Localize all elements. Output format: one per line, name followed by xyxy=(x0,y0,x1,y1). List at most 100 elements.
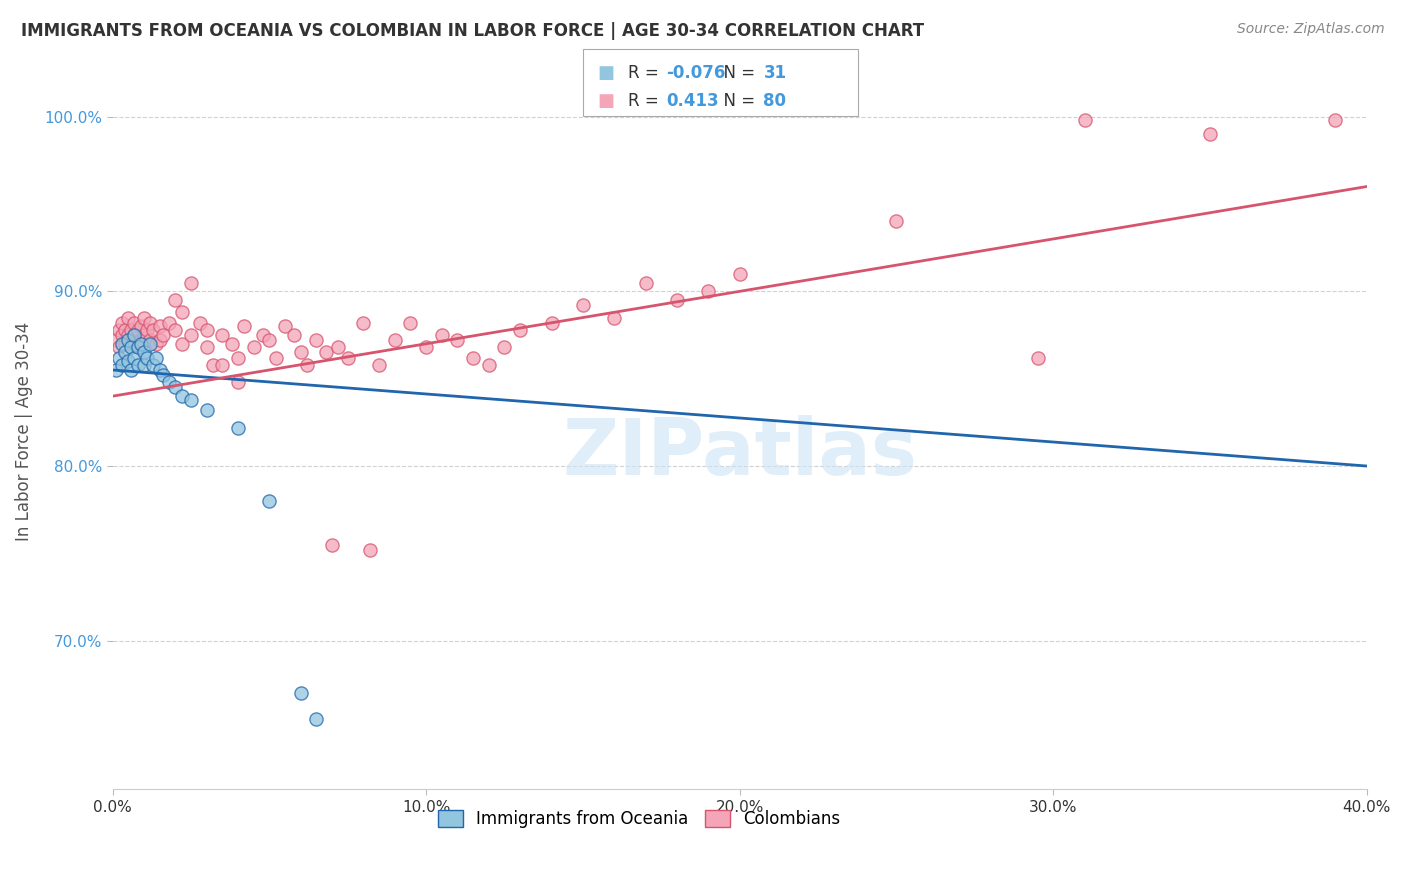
Point xyxy=(290,345,312,359)
Point xyxy=(132,310,155,325)
Point xyxy=(368,358,391,372)
Point xyxy=(728,267,751,281)
Point xyxy=(305,712,328,726)
Point xyxy=(446,333,468,347)
Point xyxy=(1199,127,1222,141)
Point xyxy=(170,389,193,403)
Point xyxy=(127,358,149,372)
Point xyxy=(136,351,159,365)
Text: 80: 80 xyxy=(763,92,786,110)
Point xyxy=(124,328,146,343)
Point xyxy=(142,358,165,372)
Text: 0.413: 0.413 xyxy=(666,92,718,110)
Point xyxy=(211,328,233,343)
Point xyxy=(195,340,218,354)
Point xyxy=(170,305,193,319)
Text: ZIPatlas: ZIPatlas xyxy=(562,415,917,491)
Text: Source: ZipAtlas.com: Source: ZipAtlas.com xyxy=(1237,22,1385,37)
Point xyxy=(328,340,350,354)
Point xyxy=(111,328,134,343)
Point xyxy=(295,358,318,372)
Point xyxy=(139,316,162,330)
Point xyxy=(136,323,159,337)
Point xyxy=(132,328,155,343)
Point xyxy=(104,333,127,347)
Point xyxy=(211,358,233,372)
Point xyxy=(132,345,155,359)
Point xyxy=(117,310,139,325)
Point xyxy=(127,340,149,354)
Point xyxy=(157,316,180,330)
Point xyxy=(315,345,337,359)
Point xyxy=(165,323,187,337)
Point xyxy=(201,358,224,372)
Point xyxy=(120,336,142,351)
Point xyxy=(145,336,167,351)
Point xyxy=(242,340,264,354)
Point xyxy=(259,494,281,508)
Point xyxy=(165,293,187,307)
Point xyxy=(305,333,328,347)
Point xyxy=(274,319,297,334)
Point xyxy=(139,336,162,351)
Point xyxy=(148,333,170,347)
Point xyxy=(195,323,218,337)
Point xyxy=(321,538,343,552)
Point xyxy=(1026,351,1049,365)
Point xyxy=(124,316,146,330)
Point xyxy=(117,354,139,368)
Point xyxy=(665,293,688,307)
Point xyxy=(180,328,202,343)
Point xyxy=(139,333,162,347)
Y-axis label: In Labor Force | Age 30-34: In Labor Force | Age 30-34 xyxy=(15,321,32,541)
Point xyxy=(494,340,516,354)
Point xyxy=(107,340,129,354)
Point xyxy=(114,345,136,359)
Point xyxy=(120,323,142,337)
Point xyxy=(415,340,437,354)
Point xyxy=(132,358,155,372)
Point xyxy=(233,319,256,334)
Point xyxy=(283,328,305,343)
Point xyxy=(384,333,406,347)
Point xyxy=(129,319,152,334)
Point xyxy=(142,323,165,337)
Point xyxy=(152,328,174,343)
Point xyxy=(124,351,146,365)
Point xyxy=(430,328,453,343)
Point xyxy=(111,316,134,330)
Text: 31: 31 xyxy=(763,64,786,82)
Point xyxy=(107,351,129,365)
Point xyxy=(509,323,531,337)
Point xyxy=(399,316,422,330)
Point xyxy=(1073,113,1095,128)
Point xyxy=(117,333,139,347)
Point xyxy=(478,358,501,372)
Point xyxy=(226,351,249,365)
Point xyxy=(107,323,129,337)
Point xyxy=(111,358,134,372)
Point xyxy=(603,310,626,325)
Point xyxy=(127,323,149,337)
Point xyxy=(634,276,657,290)
Point xyxy=(124,328,146,343)
Point xyxy=(697,285,720,299)
Point xyxy=(117,328,139,343)
Point xyxy=(195,403,218,417)
Point xyxy=(226,375,249,389)
Text: R =: R = xyxy=(628,92,665,110)
Text: ■: ■ xyxy=(598,64,614,82)
Point xyxy=(180,276,202,290)
Point xyxy=(290,686,312,700)
Text: N =: N = xyxy=(713,64,761,82)
Point xyxy=(127,336,149,351)
Text: R =: R = xyxy=(628,64,665,82)
Point xyxy=(157,375,180,389)
Point xyxy=(252,328,274,343)
Text: -0.076: -0.076 xyxy=(666,64,725,82)
Point xyxy=(170,336,193,351)
Point xyxy=(180,392,202,407)
Point xyxy=(264,351,287,365)
Point xyxy=(129,333,152,347)
Point xyxy=(165,380,187,394)
